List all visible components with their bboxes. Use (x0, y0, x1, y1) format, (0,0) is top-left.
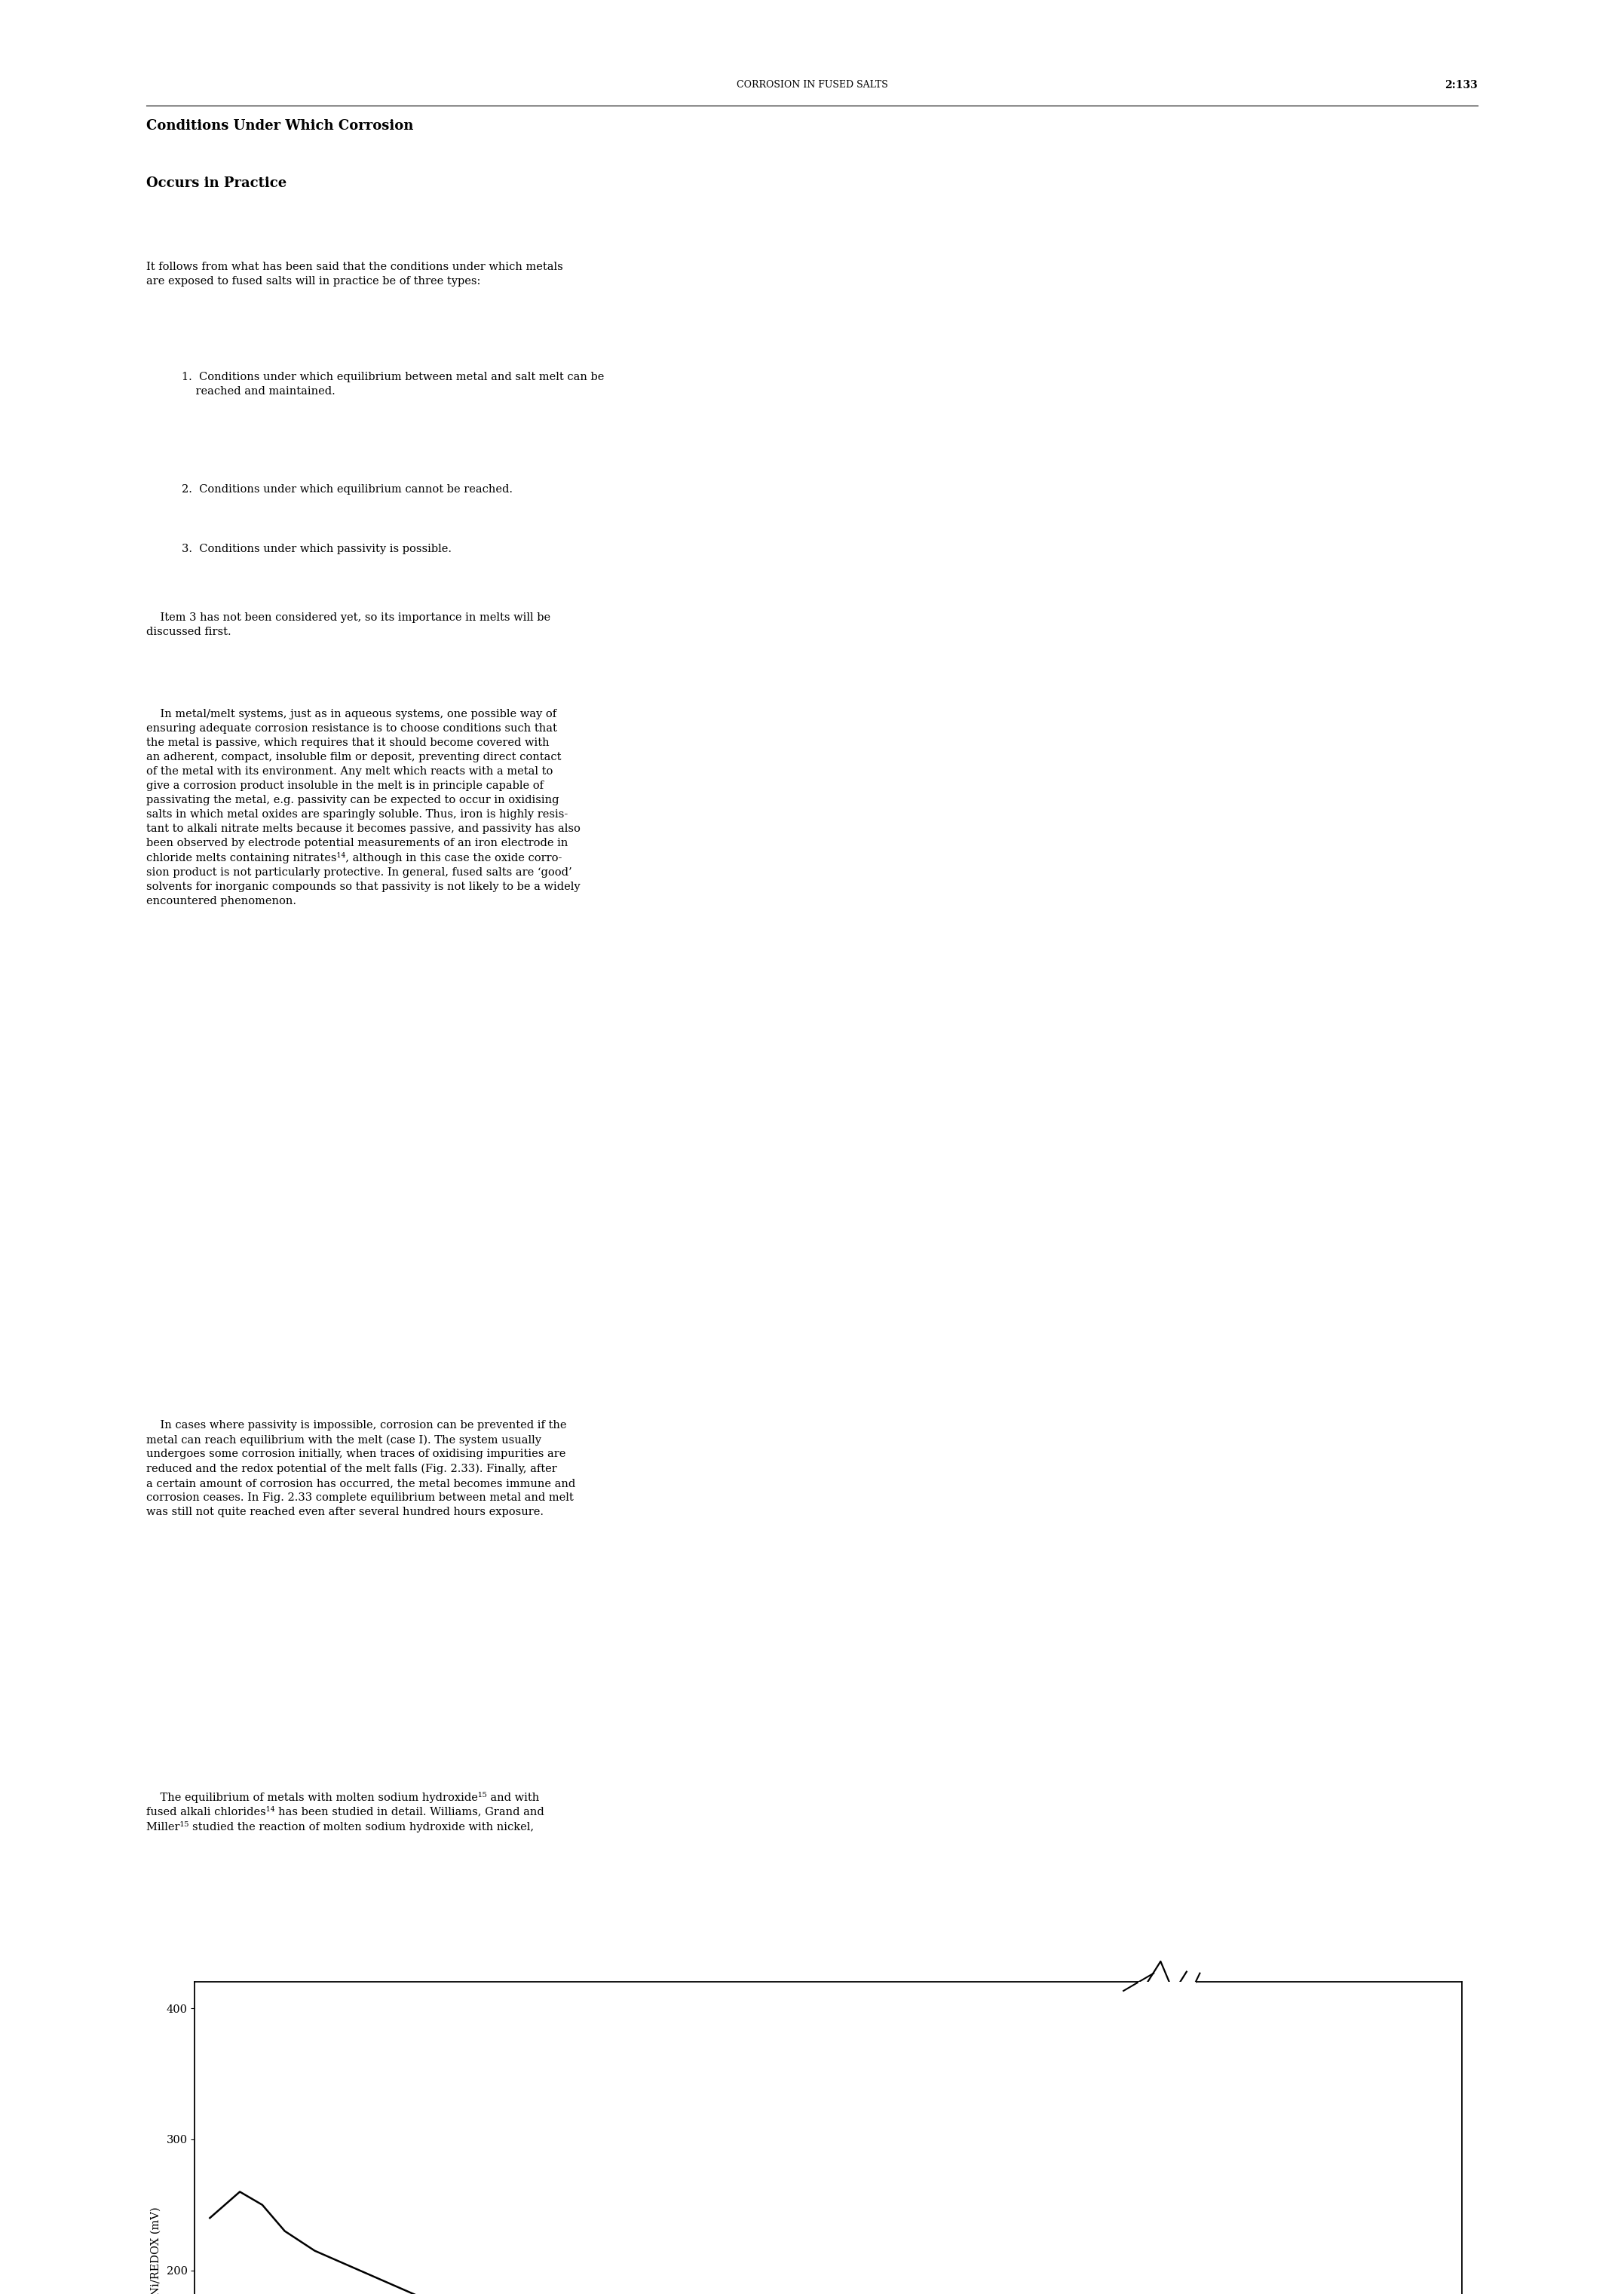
Text: 2:133: 2:133 (1445, 80, 1478, 92)
Text: 3.  Conditions under which passivity is possible.: 3. Conditions under which passivity is p… (182, 544, 451, 555)
Text: Occurs in Practice: Occurs in Practice (146, 177, 286, 190)
Text: CORROSION IN FUSED SALTS: CORROSION IN FUSED SALTS (736, 80, 888, 89)
Text: 1.  Conditions under which equilibrium between metal and salt melt can be
    re: 1. Conditions under which equilibrium be… (182, 372, 604, 397)
Text: In metal/melt systems, just as in aqueous systems, one possible way of
ensuring : In metal/melt systems, just as in aqueou… (146, 709, 580, 906)
Y-axis label: V Ni/REDOX (mV): V Ni/REDOX (mV) (151, 2207, 161, 2294)
Text: Conditions Under Which Corrosion: Conditions Under Which Corrosion (146, 119, 414, 133)
Text: The equilibrium of metals with molten sodium hydroxide¹⁵ and with
fused alkali c: The equilibrium of metals with molten so… (146, 1792, 544, 1833)
Text: Item 3 has not been considered yet, so its importance in melts will be
discussed: Item 3 has not been considered yet, so i… (146, 612, 551, 638)
Text: In cases where passivity is impossible, corrosion can be prevented if the
metal : In cases where passivity is impossible, … (146, 1420, 575, 1516)
Text: 2.  Conditions under which equilibrium cannot be reached.: 2. Conditions under which equilibrium ca… (182, 484, 513, 496)
Text: It follows from what has been said that the conditions under which metals
are ex: It follows from what has been said that … (146, 262, 564, 287)
